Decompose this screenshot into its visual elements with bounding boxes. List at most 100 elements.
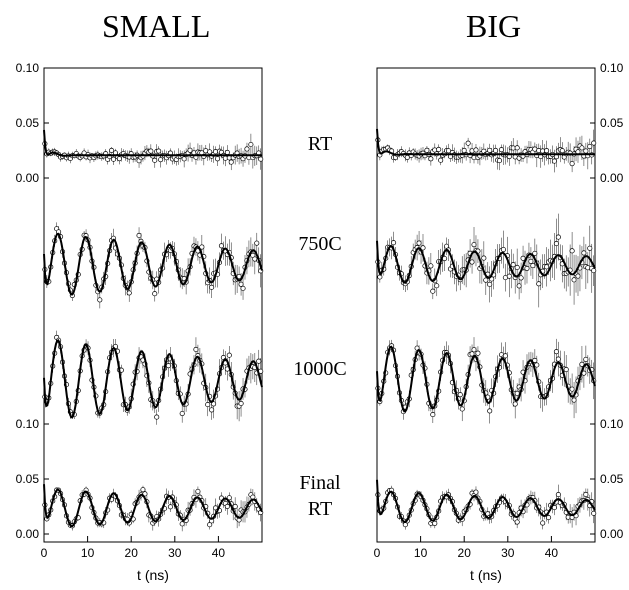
data-point [256,358,262,364]
data-point [569,248,575,254]
data-point [555,356,561,362]
data-point [434,283,440,289]
condition-label-line: Final [299,472,341,494]
data-point [140,487,146,493]
data-point [514,519,520,525]
data-point [583,491,589,497]
data-point [569,161,575,167]
data-point [238,281,244,287]
data-point [244,146,250,152]
y-tick-label: 0.00 [600,171,624,185]
data-point [165,363,172,369]
data-point [555,234,561,240]
data-point [156,148,162,154]
data-point [428,263,434,269]
condition-label-finalrt: Final RT [280,470,360,522]
data-point [205,402,211,408]
condition-label-line: RT [307,133,333,155]
data-point [496,158,503,164]
y-tick-label: 0.00 [16,527,40,541]
y-tick-label: 0.05 [16,116,40,130]
data-point [483,277,489,283]
y-tick-label: 0.00 [16,171,40,185]
data-point [193,346,199,352]
y-tick-label: 0.10 [600,417,624,431]
x-tick-label: 30 [168,546,182,560]
data-point [473,489,479,495]
data-point [553,241,559,247]
data-point [109,147,115,153]
data-point [575,273,581,279]
condition-label-rt: RT [280,131,360,157]
data-point [581,250,587,256]
panel-title-big: BIG [466,8,522,44]
fit-curve [376,240,596,284]
data-point [471,347,477,353]
data-point [579,145,585,151]
data-point [583,148,589,154]
data-point [487,281,493,287]
data-point [559,148,565,154]
data-point [473,147,479,153]
data-point [459,406,465,412]
data-point [571,397,577,403]
data-point [512,401,518,407]
x-tick-label: 30 [501,546,515,560]
data-point [546,515,552,521]
x-tick-label: 0 [374,546,381,560]
data-point [254,240,260,246]
data-point [487,147,493,153]
data-point [493,147,499,154]
data-point [232,503,238,510]
x-axis-label: t (ns) [470,567,502,583]
data-point [461,147,467,154]
data-point [471,242,477,248]
x-tick-label: 10 [81,546,95,560]
data-point [136,232,142,239]
data-point [432,520,438,526]
data-point [544,264,550,270]
condition-label-line: 750C [298,233,342,255]
condition-label-1000c: 1000C [280,356,360,382]
data-point [465,140,471,146]
data-point [591,140,597,146]
data-point [514,264,520,271]
data-point [583,356,589,362]
fit-curve [376,345,596,413]
data-point [510,262,516,268]
data-point [420,245,426,251]
data-point [587,143,593,150]
data-point [430,288,436,294]
data-point [536,281,542,287]
data-point [224,149,230,155]
data-point [238,400,244,406]
data-point [428,156,434,162]
data-point [110,156,117,162]
data-point [167,504,173,510]
data-point [187,147,193,153]
y-tick-label: 0.05 [600,116,624,130]
data-point [528,258,534,264]
data-point [126,290,132,296]
data-point [240,285,246,291]
y-tick-label: 0.05 [600,472,624,486]
fit-curve [376,128,595,156]
y-tick-label: 0.10 [16,417,40,431]
x-tick-label: 20 [125,546,139,560]
data-point [224,503,230,509]
data-point [152,157,158,163]
data-point [248,141,254,148]
data-point [518,275,524,281]
data-point [424,147,430,153]
x-tick-label: 40 [212,546,226,560]
data-point [209,407,215,413]
data-point [430,412,436,418]
condition-label-750c: 750C [280,231,360,257]
data-point [214,156,221,162]
data-point [514,390,520,396]
condition-label-line: RT [307,498,333,520]
x-tick-label: 20 [458,546,472,560]
y-tick-label: 0.10 [600,61,624,75]
